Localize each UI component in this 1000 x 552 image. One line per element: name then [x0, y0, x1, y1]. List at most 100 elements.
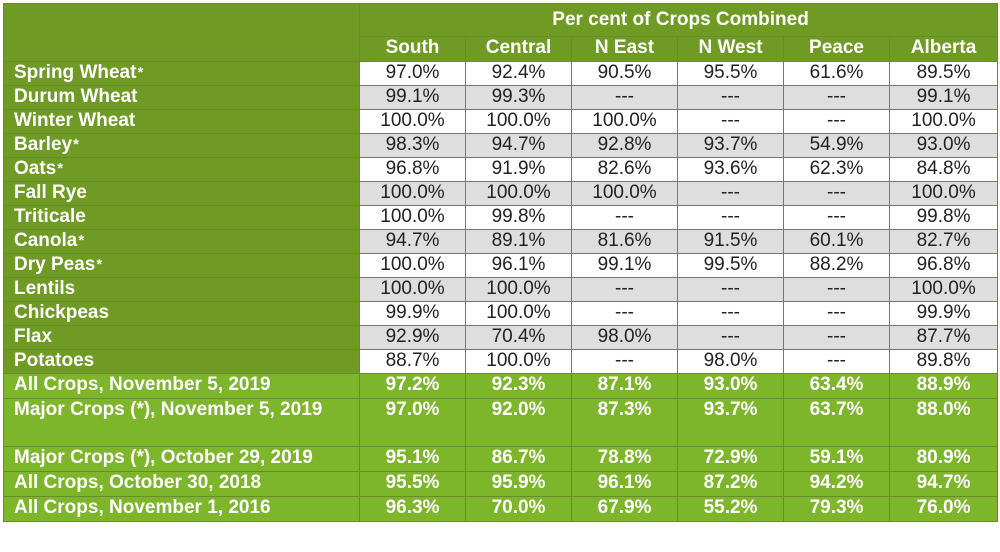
value-cell: --- [571, 205, 678, 230]
value-cell: 82.6% [571, 157, 678, 182]
crop-harvest-table: Per cent of Crops Combined South Central… [3, 3, 999, 522]
value-cell: 100.0% [465, 301, 572, 326]
summary-value-cell: 63.4% [783, 373, 890, 399]
table-row: Chickpeas 99.9% 100.0% --- --- --- 99.9% [3, 301, 999, 326]
summary-value-cell: 95.9% [465, 471, 572, 497]
summary-value-cell: 95.5% [359, 471, 466, 497]
crop-name: Durum Wheat [14, 86, 138, 108]
crop-name: Canola [14, 230, 78, 252]
value-cell: 100.0% [571, 181, 678, 206]
value-cell: 92.4% [465, 61, 572, 86]
value-cell: 61.6% [783, 61, 890, 86]
value-cell: 82.7% [888, 229, 999, 254]
summary-value-cell: 97.0% [359, 398, 466, 447]
value-cell: 92.9% [359, 325, 466, 350]
value-cell: --- [783, 325, 890, 350]
value-cell: 93.6% [677, 157, 784, 182]
summary-row: All Crops, November 5, 2019 97.2% 92.3% 87.… [3, 373, 999, 399]
value-cell: 99.1% [359, 85, 466, 110]
value-cell: --- [783, 109, 890, 134]
value-cell: 100.0% [571, 109, 678, 134]
summary-value-cell: 97.2% [359, 373, 466, 399]
row-label: Canola* [3, 229, 360, 254]
summary-value-cell: 94.7% [888, 471, 999, 497]
value-cell: 60.1% [783, 229, 890, 254]
summary-value-cell: 93.7% [677, 398, 784, 447]
value-cell: 93.0% [888, 133, 999, 158]
value-cell: 99.1% [571, 253, 678, 278]
column-header-alberta: Alberta [888, 36, 999, 62]
summary-value-cell: 88.0% [888, 398, 999, 447]
value-cell: 94.7% [465, 133, 572, 158]
row-label: Fall Rye [3, 181, 360, 206]
crop-name: Barley [14, 134, 73, 156]
major-crop-marker: * [137, 64, 144, 81]
value-cell: --- [677, 85, 784, 110]
summary-value-cell: 79.3% [783, 496, 890, 522]
row-label: Durum Wheat [3, 85, 360, 110]
summary-value-cell: 94.2% [783, 471, 890, 497]
summary-value-cell: 87.3% [571, 398, 678, 447]
value-cell: 95.5% [677, 61, 784, 86]
table-row: Potatoes 88.7% 100.0% --- 98.0% --- 89.8% [3, 349, 999, 374]
summary-value-cell: 80.9% [888, 446, 999, 472]
value-cell: 100.0% [359, 109, 466, 134]
table-row: Durum Wheat 99.1% 99.3% --- --- --- 99.1% [3, 85, 999, 110]
value-cell: --- [783, 85, 890, 110]
summary-value-cell: 76.0% [888, 496, 999, 522]
super-header: Per cent of Crops Combined [358, 3, 999, 37]
value-cell: 92.8% [571, 133, 678, 158]
value-cell: 62.3% [783, 157, 890, 182]
value-cell: 84.8% [888, 157, 999, 182]
row-label: Flax [3, 325, 360, 350]
value-cell: 96.8% [888, 253, 999, 278]
summary-value-cell: 72.9% [677, 446, 784, 472]
table-row: Winter Wheat 100.0% 100.0% 100.0% --- --- 100.… [3, 109, 999, 134]
summary-value-cell: 93.0% [677, 373, 784, 399]
value-cell: 100.0% [888, 109, 999, 134]
value-cell: --- [571, 301, 678, 326]
value-cell: 91.5% [677, 229, 784, 254]
value-cell: 88.2% [783, 253, 890, 278]
table-row: Lentils 100.0% 100.0% --- --- --- 100.0% [3, 277, 999, 302]
value-cell: 100.0% [359, 277, 466, 302]
table-row: Barley* 98.3% 94.7% 92.8% 93.7% 54.9% 93.0% [3, 133, 999, 158]
value-cell: --- [783, 181, 890, 206]
value-cell: 100.0% [465, 109, 572, 134]
value-cell: 89.8% [888, 349, 999, 374]
summary-value-cell: 96.3% [359, 496, 466, 522]
summary-row: Major Crops (*), October 29, 2019 95.1% 86… [3, 446, 999, 472]
value-cell: 96.1% [465, 253, 572, 278]
row-label: Lentils [3, 277, 360, 302]
major-crop-marker: * [78, 232, 85, 249]
value-cell: --- [783, 349, 890, 374]
value-cell: 81.6% [571, 229, 678, 254]
summary-value-cell: 86.7% [465, 446, 572, 472]
value-cell: --- [677, 205, 784, 230]
value-cell: --- [783, 277, 890, 302]
super-header-row: Per cent of Crops Combined [3, 3, 999, 62]
value-cell: 87.7% [888, 325, 999, 350]
value-cell: 88.7% [359, 349, 466, 374]
value-cell: 97.0% [359, 61, 466, 86]
value-cell: 98.0% [677, 349, 784, 374]
table-row: Triticale 100.0% 99.8% --- --- --- 99.8% [3, 205, 999, 230]
value-cell: 89.5% [888, 61, 999, 86]
crop-name: Flax [14, 326, 53, 348]
summary-value-cell: 96.1% [571, 471, 678, 497]
summary-value-cell: 67.9% [571, 496, 678, 522]
value-cell: --- [783, 301, 890, 326]
value-cell: --- [571, 277, 678, 302]
column-header-south: South [359, 36, 466, 62]
value-cell: 94.7% [359, 229, 466, 254]
summary-value-cell: 59.1% [783, 446, 890, 472]
value-cell: 100.0% [359, 205, 466, 230]
crop-name: Spring Wheat [14, 62, 137, 84]
summary-value-cell: 92.3% [465, 373, 572, 399]
column-header-n-west: N West [677, 36, 784, 62]
value-cell: --- [677, 325, 784, 350]
crop-name: Lentils [14, 278, 76, 300]
value-cell: --- [783, 205, 890, 230]
row-label: Spring Wheat* [3, 61, 360, 86]
summary-label: Major Crops (*), November 5, 2019 [3, 398, 360, 447]
